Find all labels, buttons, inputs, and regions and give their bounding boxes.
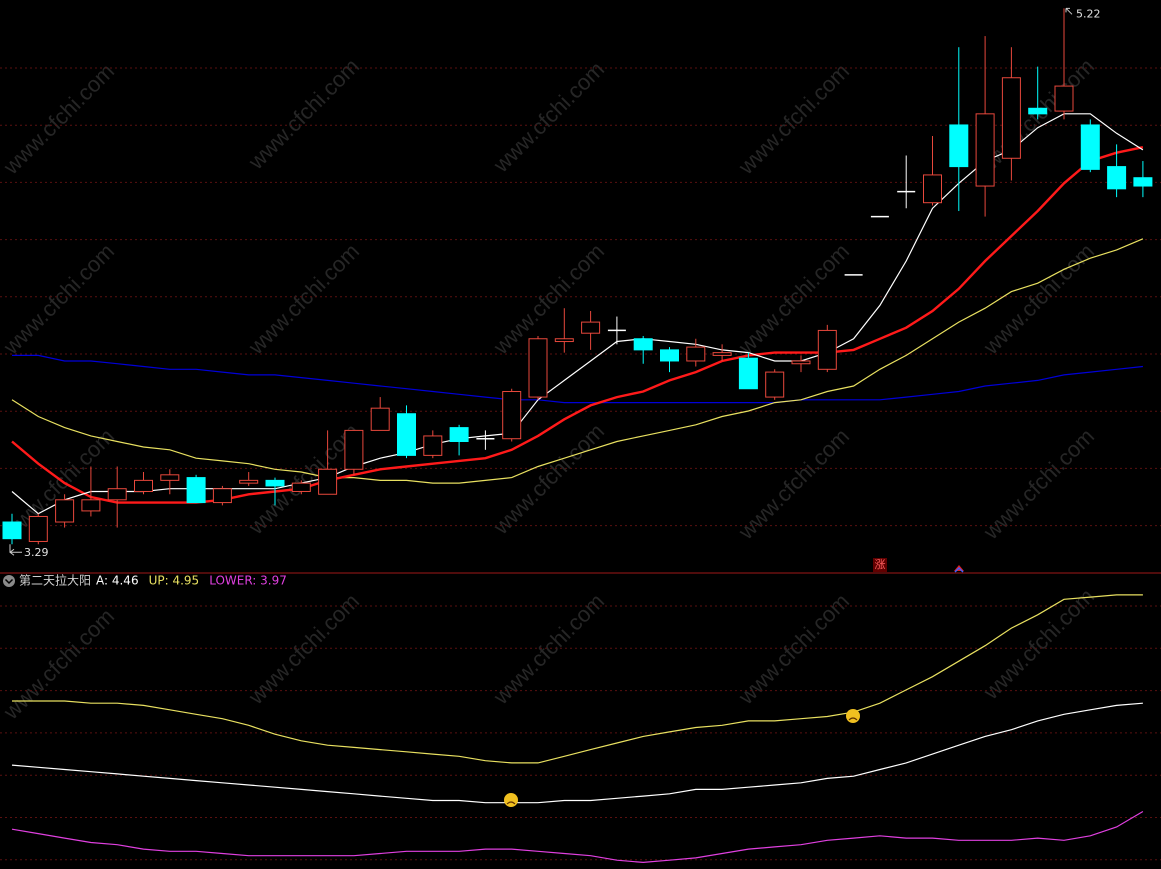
upper-panel: 5.22 3.29 涨 [2, 7, 1153, 572]
candle-body [975, 113, 995, 187]
ma-line [12, 354, 1143, 404]
indicator-line [12, 594, 1143, 764]
candle-body [791, 360, 811, 365]
watermark: www.cfchi.com [733, 59, 854, 180]
signal-face [848, 717, 858, 721]
watermark: www.cfchi.com [0, 59, 119, 180]
badge-box [873, 558, 887, 572]
candle-body [212, 488, 232, 504]
watermark: www.cfchi.com [978, 424, 1099, 545]
candle-body [28, 515, 48, 542]
candle-body [712, 352, 732, 356]
candle-body [686, 346, 706, 362]
candle-body [81, 499, 101, 512]
candle-body [107, 488, 127, 501]
label-pointer [1065, 7, 1073, 15]
candle-body [1080, 124, 1100, 170]
candle-body [291, 482, 311, 492]
candle-body [660, 349, 679, 362]
badge: 涨 [875, 558, 886, 571]
watermark: www.cfchi.com [978, 239, 1099, 360]
candle-body [160, 474, 180, 481]
lower-panel [11, 594, 1144, 864]
candle-body [397, 413, 416, 456]
ma-line [11, 238, 1144, 484]
watermark: www.cfchi.com [488, 589, 609, 710]
candle-body [554, 338, 574, 343]
signal-icon [504, 793, 518, 807]
candle-body [633, 338, 653, 351]
watermark: www.cfchi.com [733, 589, 854, 710]
candle-body [1107, 166, 1127, 190]
chevron [4, 578, 14, 585]
watermark: www.cfchi.com [0, 604, 119, 725]
candle-body [528, 338, 548, 398]
legend-entry: A: 4.46 [96, 574, 139, 588]
indicator-legend: 第二天拉大阳 [3, 573, 91, 588]
candle-body [134, 479, 153, 492]
watermark: www.cfchi.com [978, 584, 1099, 705]
candle-body [1133, 177, 1153, 187]
watermark: www.cfchi.com [243, 54, 364, 175]
legend-entry: LOWER: 3.97 [209, 574, 287, 588]
candle-body [581, 321, 601, 334]
candle-body [1028, 107, 1048, 115]
legend-entry: UP: 4.95 [149, 574, 200, 588]
watermarks: www.cfchi.com www.cfchi.com www.cfchi.com w… [0, 54, 1099, 725]
signal-icons [504, 565, 964, 807]
candle-body [186, 477, 206, 504]
indicator-line [11, 702, 1143, 804]
indicator-line [11, 810, 1144, 864]
watermark: www.cfchi.com [733, 424, 854, 545]
candle-body [502, 391, 522, 440]
candle-body [1054, 85, 1074, 112]
candle-body [423, 435, 443, 456]
candle-body [239, 479, 259, 484]
candle-body [2, 521, 22, 540]
arrow-icon [954, 566, 964, 573]
signal-icon [846, 709, 860, 723]
label-pointer [9, 544, 22, 556]
high-label: 5.22 [1076, 7, 1101, 20]
candle-body [765, 371, 785, 398]
watermark: www.cfchi.com [243, 239, 364, 360]
low-label: 3.29 [24, 546, 49, 559]
candle-body [949, 124, 969, 168]
candle-body [265, 479, 285, 487]
watermark: www.cfchi.com [0, 239, 119, 360]
watermark: www.cfchi.com [243, 589, 364, 710]
candle-body [318, 468, 338, 495]
signal-face [506, 801, 516, 805]
candle-body [1001, 77, 1021, 159]
candle-body [738, 357, 758, 390]
candle-body [344, 429, 364, 470]
candle-body [370, 407, 390, 431]
watermark: www.cfchi.com [488, 57, 609, 178]
candle-body [817, 329, 837, 370]
indicator-title: 第二天拉大阳 [19, 573, 91, 588]
candle-body [55, 499, 75, 523]
candle-body [449, 427, 469, 442]
collapse-icon[interactable] [3, 575, 15, 587]
candle-body [923, 174, 942, 204]
